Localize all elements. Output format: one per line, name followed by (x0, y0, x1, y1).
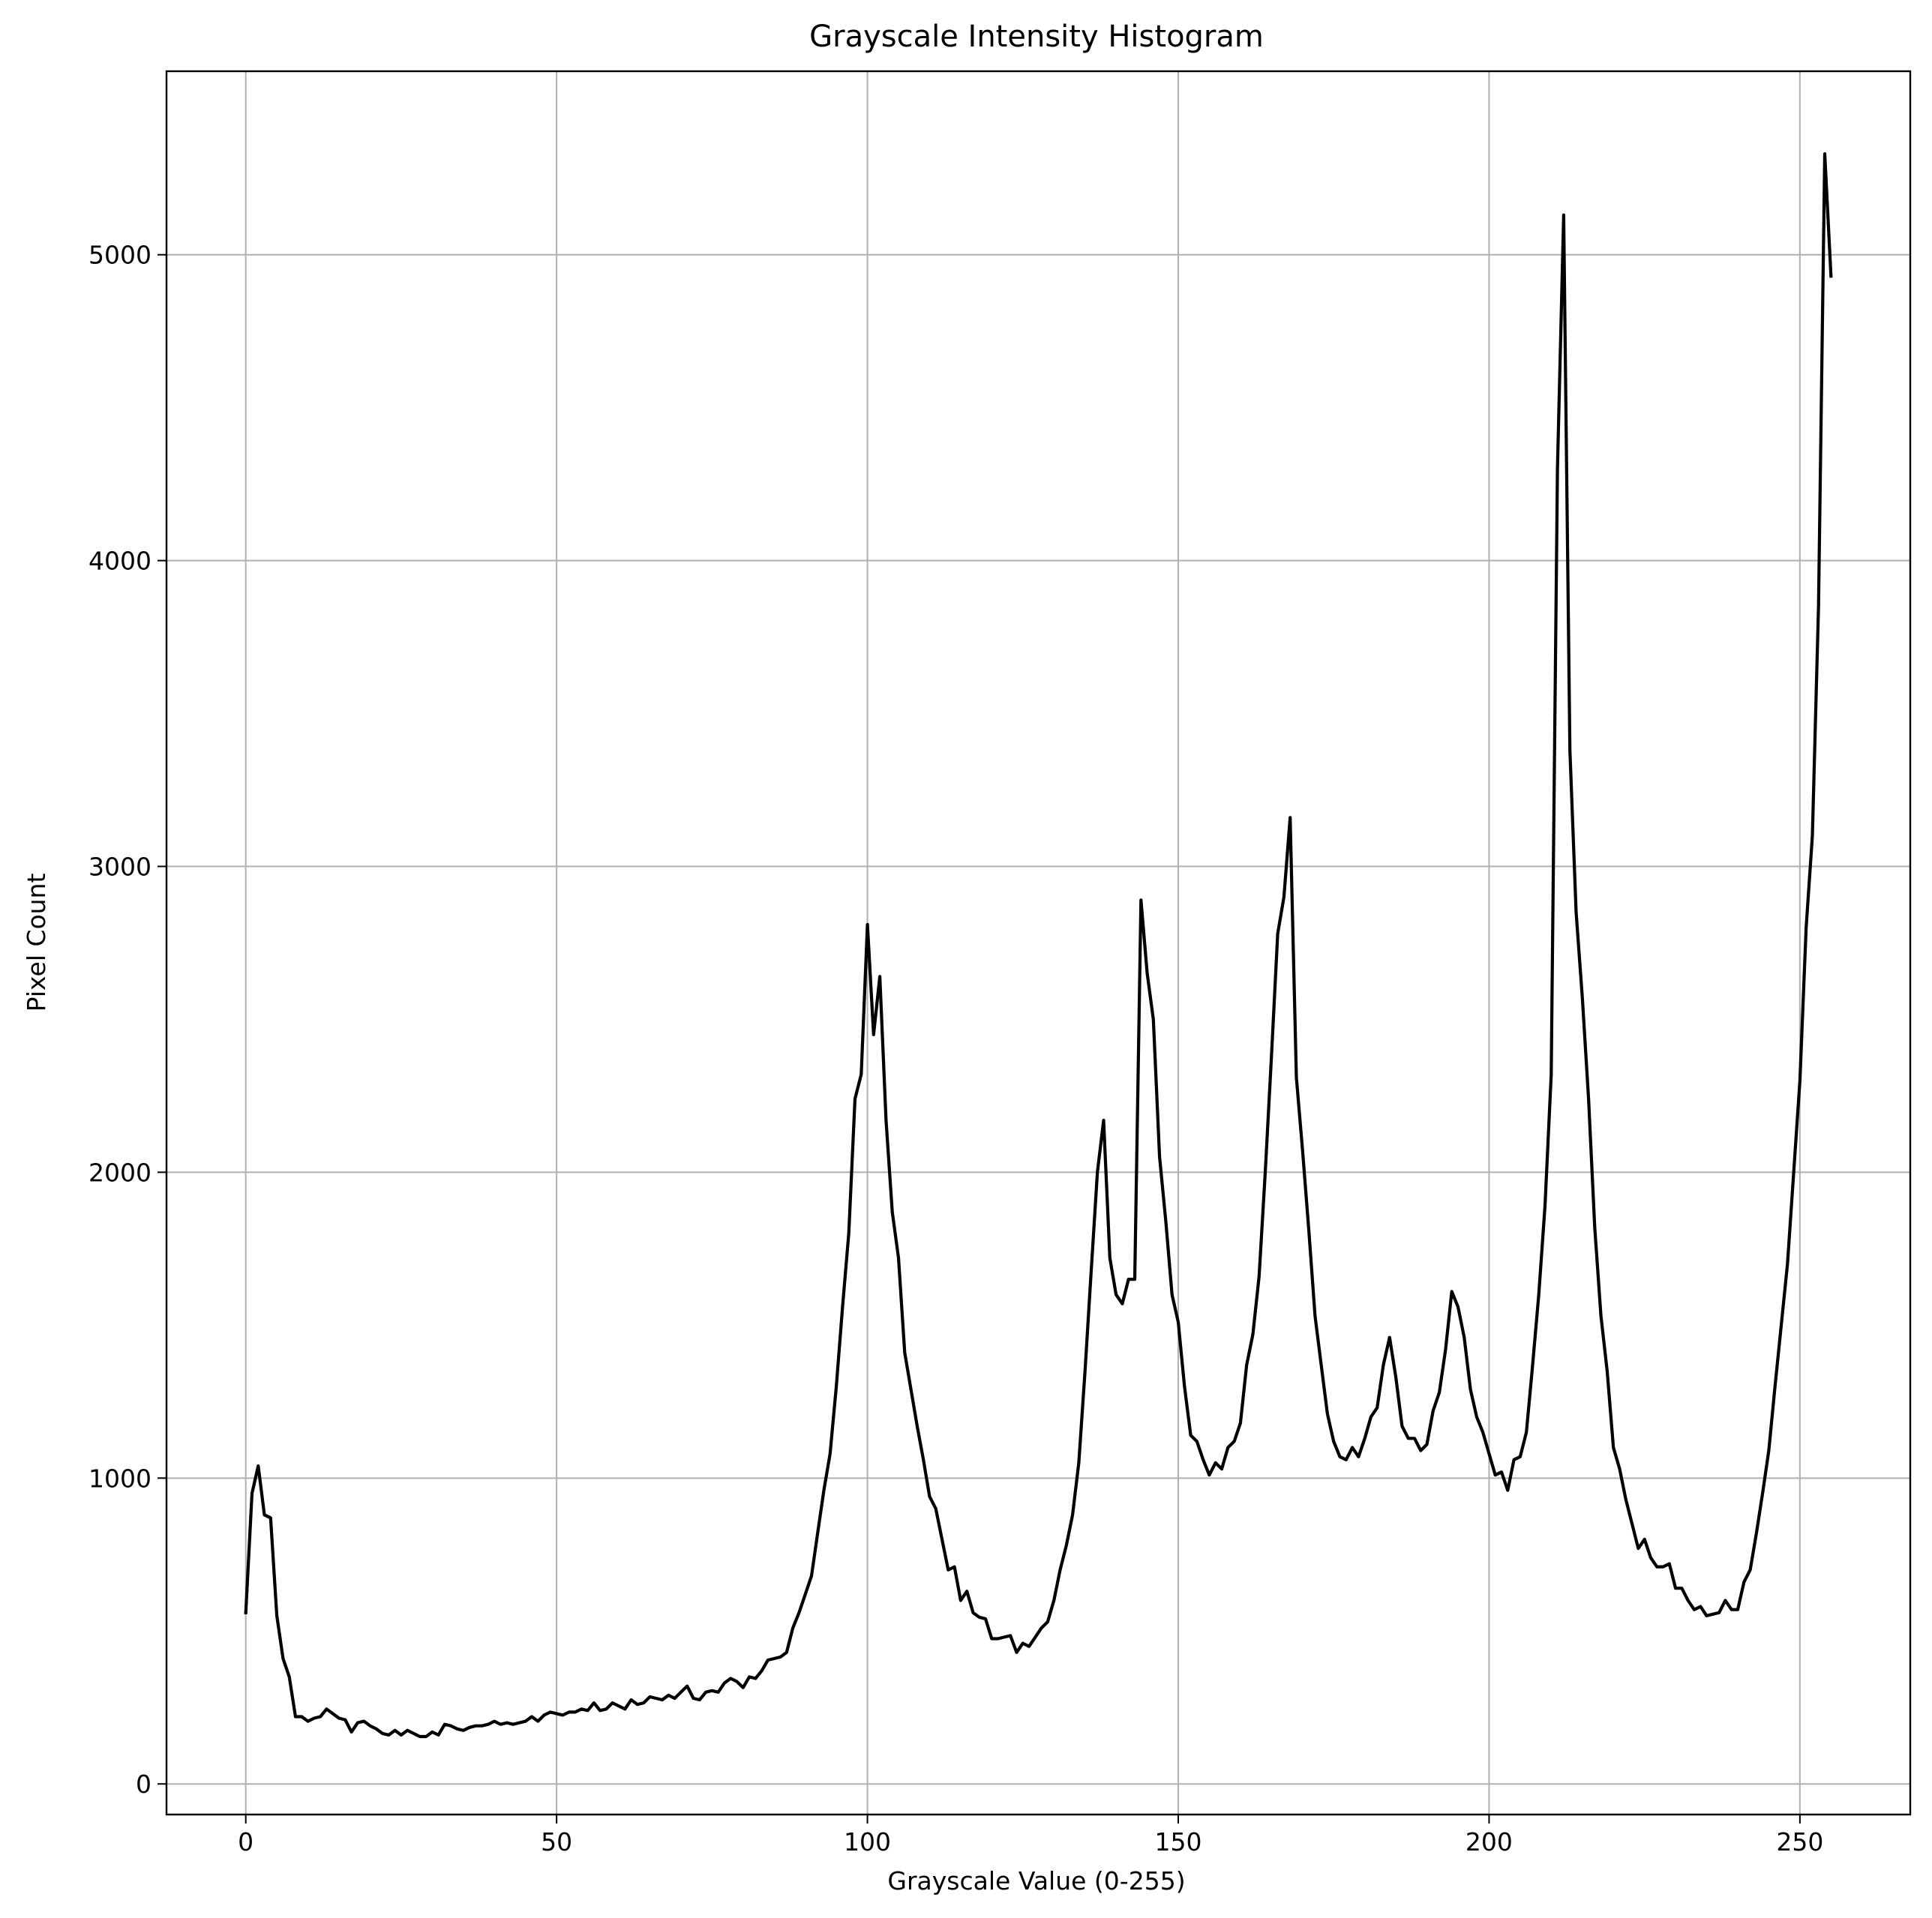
y-tick-label: 4000 (88, 547, 152, 576)
y-axis-label: Pixel Count (22, 874, 51, 1012)
chart-title: Grayscale Intensity Histogram (809, 19, 1264, 54)
y-tick-label: 5000 (88, 241, 152, 270)
series-line (244, 152, 1833, 1739)
x-tick-label: 100 (844, 1827, 891, 1857)
plot-frame (165, 70, 1912, 1816)
series-layer (244, 152, 1833, 1739)
y-tick-label: 0 (136, 1770, 152, 1799)
grid-lines (166, 71, 1910, 1815)
y-tick-label: 1000 (88, 1464, 152, 1493)
x-tick-label: 250 (1776, 1827, 1823, 1857)
x-tick-label: 150 (1154, 1827, 1202, 1857)
y-tick-label: 2000 (88, 1158, 152, 1187)
x-tick-label: 50 (541, 1827, 572, 1857)
x-axis-label: Grayscale Value (0-255) (887, 1866, 1185, 1896)
x-tick-label: 0 (238, 1827, 254, 1857)
x-tick-label: 200 (1466, 1827, 1513, 1857)
axis-ticks: 0 50 100 150 200 250 0 1000 2000 3000 4000 5000 (88, 241, 1823, 1857)
y-tick-label: 3000 (88, 853, 152, 882)
